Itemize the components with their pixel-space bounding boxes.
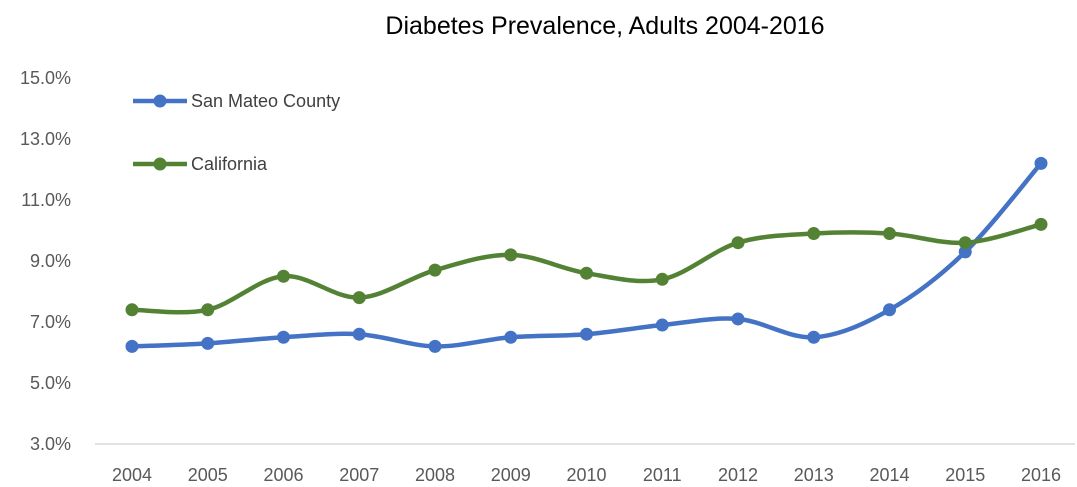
- data-point-san-mateo-county-2009: [504, 330, 518, 344]
- x-axis: 2004 2005 2006 2007 2008 2009 2010 2011 2012 2013…: [112, 465, 1061, 485]
- legend: San Mateo County California: [133, 91, 340, 174]
- x-tick-label: 2005: [188, 465, 228, 485]
- x-tick-label: 2011: [643, 465, 682, 485]
- y-tick-label: 9.0%: [30, 251, 71, 271]
- data-point-california-2011: [655, 272, 669, 286]
- x-tick-label: 2013: [794, 465, 834, 485]
- data-point-california-2014: [883, 227, 896, 241]
- data-point-san-mateo-county-2008: [428, 339, 442, 353]
- data-point-san-mateo-county-2006: [277, 330, 290, 344]
- data-point-california-2016: [1034, 217, 1048, 231]
- legend-label: San Mateo County: [191, 91, 340, 111]
- data-point-california-2006: [277, 269, 290, 283]
- data-point-san-mateo-county-2014: [883, 303, 896, 317]
- data-point-california-2007: [352, 291, 366, 305]
- series-layer: [125, 156, 1048, 353]
- y-tick-label: 5.0%: [30, 373, 71, 393]
- x-tick-label: 2010: [566, 465, 606, 485]
- data-point-california-2004: [125, 303, 139, 317]
- x-tick-label: 2004: [112, 465, 152, 485]
- data-point-california-2012: [731, 236, 745, 250]
- legend-swatch-marker: [153, 94, 167, 108]
- chart-title: Diabetes Prevalence, Adults 2004-2016: [385, 12, 825, 40]
- series-san-mateo-county: [125, 156, 1048, 353]
- x-tick-label: 2008: [415, 465, 455, 485]
- x-tick-label: 2016: [1021, 465, 1061, 485]
- data-point-california-2010: [580, 266, 593, 280]
- legend-entry-california: California: [133, 154, 268, 174]
- data-point-san-mateo-county-2013: [807, 330, 821, 344]
- y-tick-label: 15.0%: [20, 68, 71, 88]
- legend-swatch-marker: [153, 157, 167, 171]
- x-tick-label: 2015: [945, 465, 985, 485]
- data-point-california-2015: [958, 236, 972, 250]
- y-tick-label: 3.0%: [30, 434, 71, 454]
- data-point-san-mateo-county-2007: [352, 327, 366, 341]
- data-point-san-mateo-county-2005: [201, 336, 215, 350]
- data-point-california-2009: [504, 248, 518, 262]
- data-point-san-mateo-county-2010: [580, 327, 593, 341]
- series-line-san-mateo-county: [129, 161, 1044, 349]
- x-tick-label: 2009: [491, 465, 531, 485]
- data-point-san-mateo-county-2015: [958, 245, 972, 259]
- series-california: [125, 217, 1048, 317]
- legend-entry-san-mateo-county: San Mateo County: [133, 91, 340, 111]
- data-point-california-2008: [428, 263, 442, 277]
- y-tick-label: 11.0%: [21, 190, 71, 210]
- data-point-california-2005: [201, 303, 215, 317]
- x-tick-label: 2006: [263, 465, 303, 485]
- x-tick-label: 2012: [718, 465, 758, 485]
- x-tick-label: 2007: [339, 465, 379, 485]
- y-tick-label: 7.0%: [30, 312, 71, 332]
- x-tick-label: 2014: [869, 465, 909, 485]
- legend-label: California: [191, 154, 268, 174]
- data-point-san-mateo-county-2004: [125, 339, 139, 353]
- data-point-california-2013: [807, 227, 821, 241]
- data-point-san-mateo-county-2016: [1034, 156, 1048, 170]
- y-tick-label: 13.0%: [20, 129, 71, 149]
- data-point-san-mateo-county-2011: [655, 318, 669, 332]
- data-point-san-mateo-county-2012: [731, 312, 745, 326]
- y-axis: 3.0% 5.0% 7.0% 9.0% 11.0% 13.0% 15.0%: [20, 68, 71, 454]
